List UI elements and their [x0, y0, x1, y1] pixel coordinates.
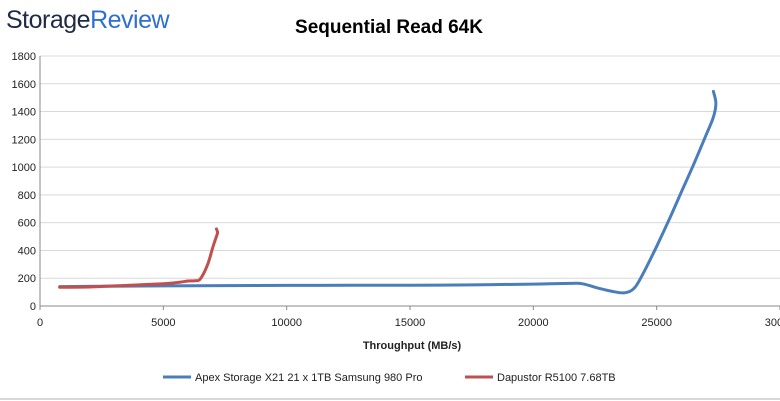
- y-tick-label: 1200: [12, 134, 36, 146]
- series-lines: [58, 89, 718, 295]
- x-tick-label: 5000: [151, 317, 175, 329]
- y-tick-label: 800: [18, 190, 36, 202]
- series-line-2: [58, 227, 220, 289]
- y-tick-label: 200: [18, 273, 36, 285]
- y-tick-label: 1600: [12, 79, 36, 91]
- legend-label-2: Dapustor R5100 7.68TB: [497, 372, 616, 384]
- logo-part-storage: Storage: [6, 6, 90, 34]
- logo: StorageReview: [6, 6, 170, 34]
- y-axis: 0 200 400 600 800 1000 1200 1400 1600 1800: [12, 51, 41, 313]
- y-tick-label: 1000: [12, 162, 36, 174]
- y-tick-label: 1400: [12, 107, 36, 119]
- y-tick-label: 600: [18, 218, 36, 230]
- x-tick-label: 10000: [271, 317, 302, 329]
- y-tick-label: 400: [18, 245, 36, 257]
- series-line-1: [58, 89, 718, 295]
- chart-title: Sequential Read 64K: [295, 17, 483, 38]
- x-axis-label: Throughput (MB/s): [363, 340, 462, 352]
- x-axis: 0 5000 10000 15000 20000 25000 30000: [37, 305, 780, 329]
- x-tick-label: 0: [37, 317, 43, 329]
- legend: Apex Storage X21 21 x 1TB Samsung 980 Pr…: [163, 372, 616, 384]
- x-tick-label: 30000: [765, 317, 780, 329]
- x-tick-label: 25000: [641, 317, 672, 329]
- x-tick-label: 15000: [395, 317, 426, 329]
- x-tick-label: 20000: [518, 317, 549, 329]
- logo-part-review: Review: [90, 6, 170, 34]
- legend-label-1: Apex Storage X21 21 x 1TB Samsung 980 Pr…: [195, 372, 422, 384]
- y-tick-label: 0: [30, 301, 36, 313]
- gridlines: [40, 55, 780, 307]
- y-tick-label: 1800: [12, 51, 36, 63]
